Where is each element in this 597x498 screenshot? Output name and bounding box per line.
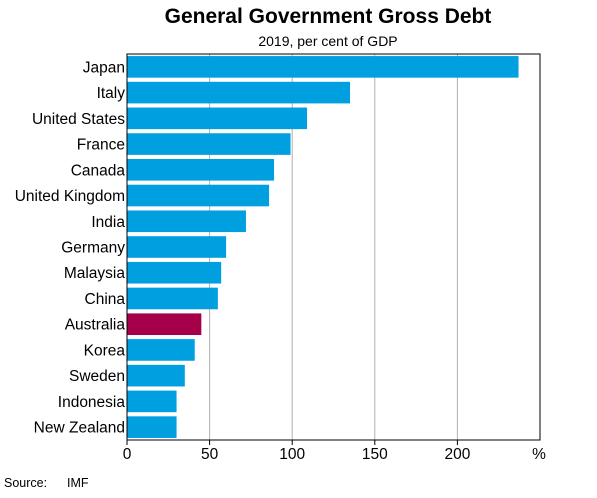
bar-italy: [127, 81, 351, 104]
bar-india: [127, 210, 246, 233]
bar-japan: [127, 56, 519, 78]
x-tick-label-200: 200: [444, 446, 470, 463]
x-tick-label-0: 0: [123, 446, 132, 463]
x-tick-label-50: 50: [201, 446, 219, 463]
category-label-india: India: [91, 214, 125, 231]
category-label-united-kingdom: United Kingdom: [15, 188, 125, 205]
plot-frame: [126, 53, 541, 441]
bars-group: [127, 56, 519, 438]
category-label-germany: Germany: [61, 240, 125, 257]
bar-korea: [127, 339, 195, 361]
bar-sweden: [127, 364, 185, 387]
bar-china: [127, 287, 218, 310]
bar-united-kingdom: [127, 184, 270, 207]
category-label-australia: Australia: [65, 317, 126, 334]
chart-subtitle: 2019, per cent of GDP: [258, 33, 397, 49]
x-axis-unit-label: %: [532, 446, 546, 463]
category-labels: Japan Italy United States France Canada Unite…: [15, 59, 126, 436]
bar-germany: [127, 236, 227, 258]
category-label-japan: Japan: [83, 59, 125, 76]
chart-title: General Government Gross Debt: [165, 5, 492, 28]
x-tick-label-100: 100: [279, 446, 305, 463]
bar-united-states: [127, 107, 308, 130]
source-value: IMF: [67, 476, 89, 490]
bar-australia: [127, 313, 202, 336]
category-label-china: China: [85, 291, 126, 308]
bar-canada: [127, 158, 275, 181]
x-tick-label-150: 150: [362, 446, 388, 463]
source-label: Source:: [4, 476, 47, 490]
category-label-italy: Italy: [97, 85, 126, 102]
bar-new-zealand: [127, 416, 177, 438]
category-label-korea: Korea: [84, 342, 126, 359]
category-label-france: France: [77, 137, 125, 154]
category-label-indonesia: Indonesia: [58, 394, 126, 411]
category-label-malaysia: Malaysia: [64, 265, 126, 282]
bar-malaysia: [127, 261, 222, 284]
x-axis-ticks: 0 50 100 150 200: [123, 440, 471, 463]
category-label-new-zealand: New Zealand: [34, 420, 125, 437]
category-label-sweden: Sweden: [69, 368, 125, 385]
category-label-united-states: United States: [32, 111, 125, 128]
bar-france: [127, 133, 291, 155]
bar-indonesia: [127, 390, 177, 413]
category-label-canada: Canada: [71, 162, 126, 179]
